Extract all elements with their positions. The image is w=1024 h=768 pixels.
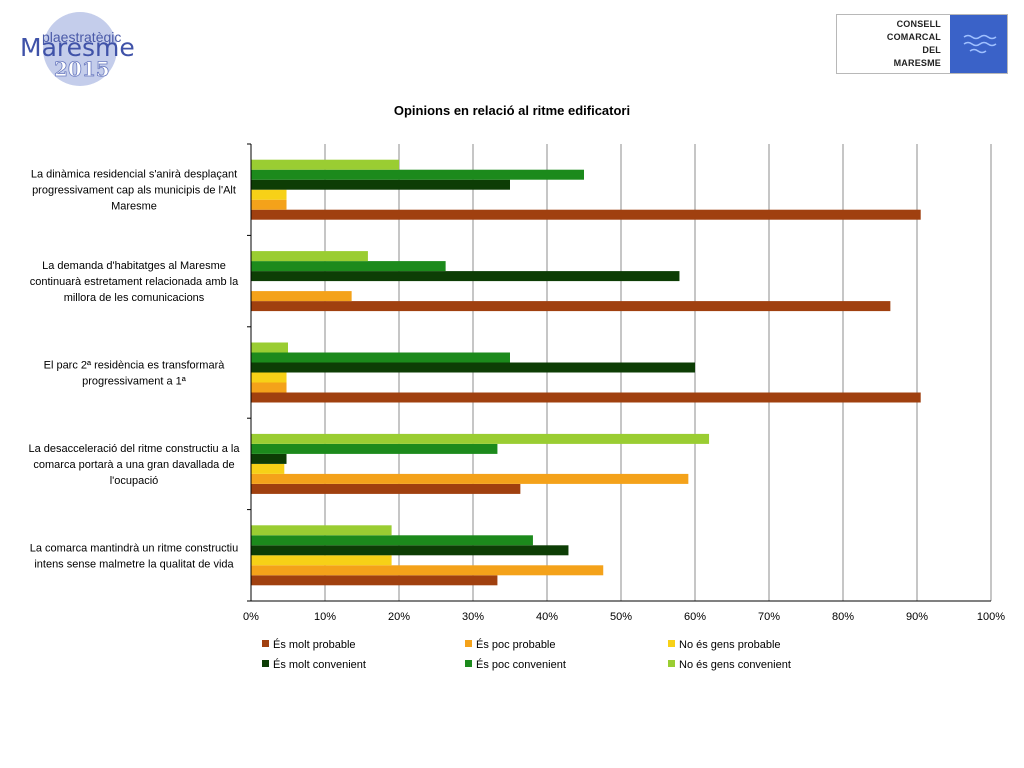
legend-swatch	[668, 660, 675, 667]
legend-swatch	[465, 640, 472, 647]
bar	[251, 535, 533, 546]
axes	[247, 143, 991, 602]
legend-label: És molt convenient	[273, 658, 366, 671]
bar	[251, 362, 695, 373]
category-labels: La dinàmica residencial s'anirà desplaça…	[29, 169, 241, 571]
category-label: progressivament cap als municipis de l'A…	[32, 185, 236, 197]
logo-line-4: MARESME	[893, 58, 941, 68]
category-label: Maresme	[111, 201, 157, 213]
x-tick-label: 70%	[758, 611, 780, 623]
x-tick-label: 30%	[462, 611, 484, 623]
legend-label: És poc probable	[476, 638, 556, 651]
legend-swatch	[262, 660, 269, 667]
category-label: La demanda d'habitatges al Maresme	[42, 260, 226, 272]
x-tick-label: 60%	[684, 611, 706, 623]
bar	[251, 372, 287, 383]
bar	[251, 261, 446, 272]
x-tick-label: 20%	[388, 611, 410, 623]
x-tick-label: 90%	[906, 611, 928, 623]
bar	[251, 301, 891, 312]
shield-icon	[950, 15, 1007, 73]
bar	[251, 463, 285, 474]
bar	[251, 565, 604, 576]
bar	[251, 251, 368, 262]
bar	[251, 209, 921, 220]
logo-text-year: 2015	[54, 57, 110, 81]
legend-label: És molt probable	[273, 638, 356, 651]
bar	[251, 179, 510, 190]
chart-title: Opinions en relació al ritme edificatori	[394, 103, 630, 118]
category-label: millora de les comunicacions	[64, 292, 205, 304]
logo-line-3: DEL	[922, 45, 941, 55]
x-tick-label: 50%	[610, 611, 632, 623]
bar	[251, 483, 521, 494]
bar	[251, 555, 392, 566]
bar	[251, 392, 921, 403]
logo-line-1: CONSELL	[896, 19, 941, 29]
legend-swatch	[262, 640, 269, 647]
bar	[251, 453, 287, 464]
category-label: La desacceleració del ritme constructiu …	[29, 443, 241, 455]
bar	[251, 433, 710, 444]
logo-text-maresme: Maresme	[20, 33, 135, 62]
bar	[251, 525, 392, 536]
legend-label: És poc convenient	[476, 658, 566, 671]
category-label: l'ocupació	[110, 475, 159, 487]
bar	[251, 473, 689, 484]
category-label: La comarca mantindrà un ritme constructi…	[30, 542, 238, 554]
legend-label: No és gens convenient	[679, 659, 791, 671]
legend-label: No és gens probable	[679, 639, 781, 651]
category-label: La dinàmica residencial s'anirà desplaça…	[31, 169, 237, 181]
category-label: El parc 2ª residència es transformarà	[44, 360, 226, 372]
bar	[251, 545, 569, 556]
bar	[251, 382, 287, 393]
category-label: intens sense malmetre la qualitat de vid…	[34, 558, 234, 570]
bar	[251, 169, 584, 180]
category-label: comarca portarà a una gran davallada de	[33, 459, 234, 471]
x-tick-label: 100%	[977, 611, 1005, 623]
logo-circle	[43, 12, 117, 86]
category-label: progressivament a 1ª	[82, 376, 187, 388]
bar	[251, 199, 287, 210]
plaestrategic-logo: plaestratègic Maresme 2015	[20, 12, 135, 86]
consell-comarcal-logo: CONSELL COMARCAL DEL MARESME	[836, 14, 1008, 74]
x-tick-label: 40%	[536, 611, 558, 623]
legend-swatch	[668, 640, 675, 647]
bar	[251, 189, 287, 200]
x-tick-label: 0%	[243, 611, 259, 623]
category-label: continuarà estretament relacionada amb l…	[30, 276, 239, 288]
x-tick-labels: 0% 10% 20% 30% 40% 50% 60% 70% 80% 90% 100%	[243, 611, 1005, 623]
bar	[251, 443, 498, 454]
legend: És molt probable És poc probable No és gen…	[262, 638, 791, 671]
bars	[251, 159, 921, 586]
bar	[251, 271, 680, 282]
logo-text-pla: plaestratègic	[42, 29, 121, 45]
logo-line-2: COMARCAL	[886, 32, 941, 42]
bar	[251, 352, 510, 363]
bar	[251, 159, 399, 170]
x-tick-label: 10%	[314, 611, 336, 623]
bar	[251, 342, 288, 353]
legend-swatch	[465, 660, 472, 667]
bar	[251, 575, 498, 586]
bar	[251, 291, 352, 302]
x-tick-label: 80%	[832, 611, 854, 623]
